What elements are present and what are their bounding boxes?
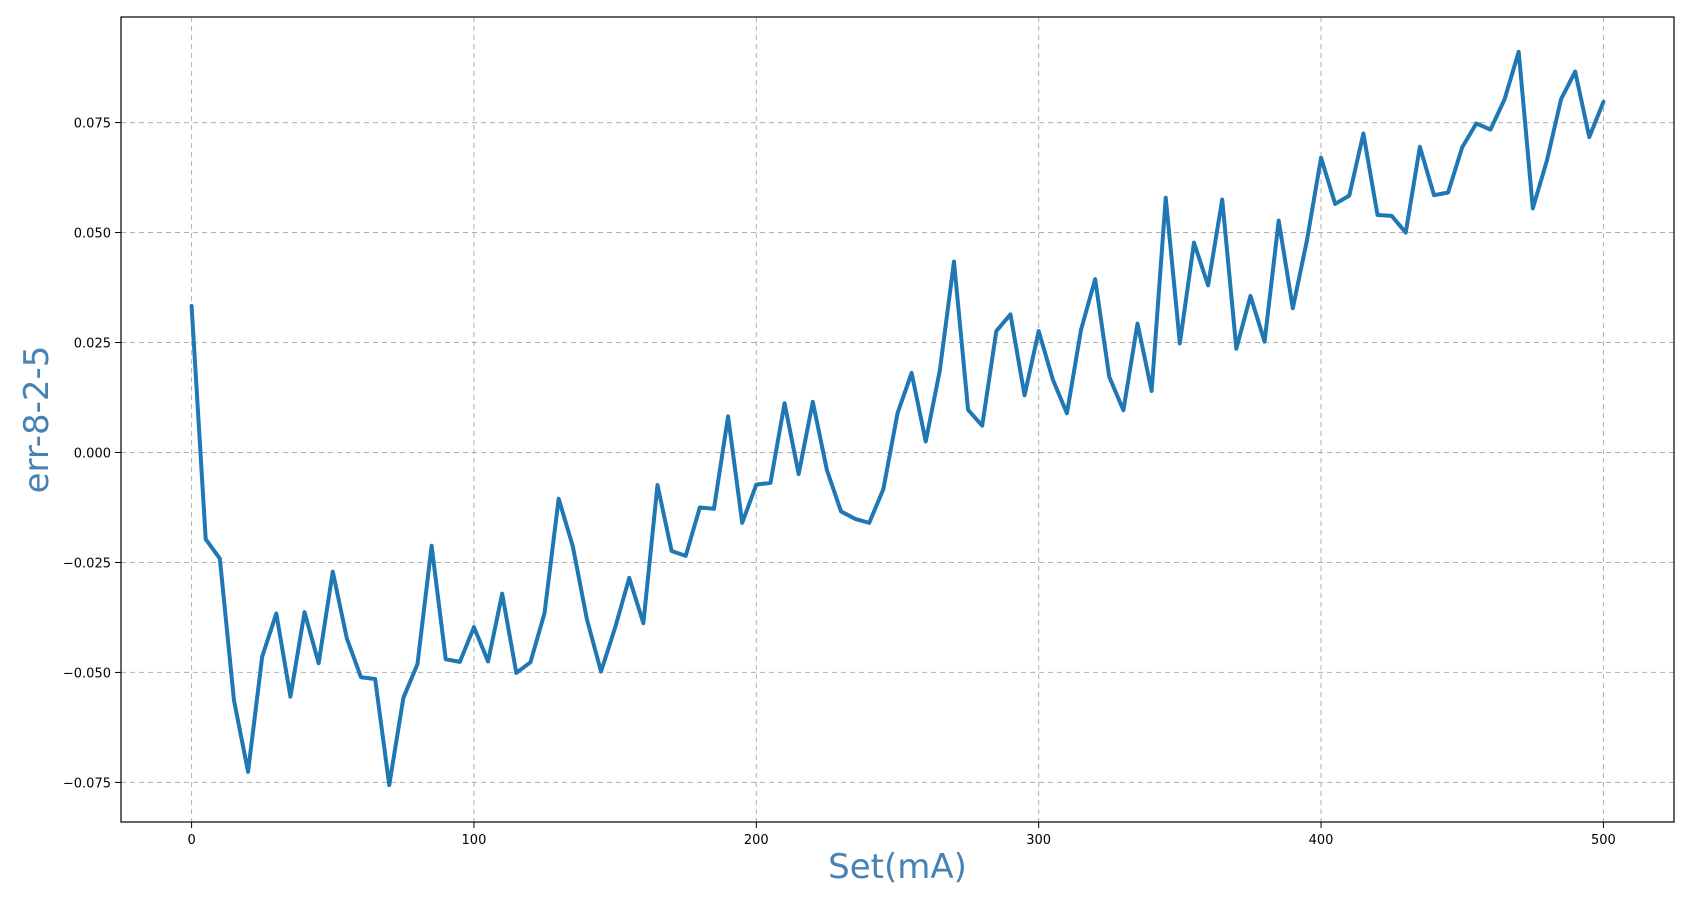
- y-tick-label: 0.075: [74, 117, 111, 132]
- y-tick-label: −0.075: [63, 776, 111, 791]
- grid: [121, 17, 1674, 822]
- y-axis-ticks: −0.075 −0.050 −0.025 0.000 0.025 0.050 0.075: [63, 117, 121, 791]
- x-tick-label: 300: [1026, 833, 1051, 848]
- x-tick-label: 0: [187, 833, 195, 848]
- series-line-0: [189, 49, 1606, 788]
- y-tick-label: 0.050: [74, 227, 111, 242]
- y-tick-label: −0.050: [63, 666, 111, 681]
- x-axis-ticks: 0 100 200 300 400 500: [187, 822, 1616, 848]
- y-tick-label: 0.025: [74, 337, 111, 352]
- x-tick-label: 400: [1309, 833, 1334, 848]
- x-tick-label: 200: [744, 833, 769, 848]
- x-axis-label: Set(mA): [828, 847, 967, 887]
- y-axis-label: err-8-2-5: [17, 346, 57, 494]
- x-tick-label: 500: [1591, 833, 1616, 848]
- series-layer: [189, 49, 1606, 788]
- plot-frame: [120, 16, 1675, 823]
- x-tick-label: 100: [462, 833, 487, 848]
- y-tick-label: 0.000: [74, 446, 111, 461]
- y-tick-label: −0.025: [63, 556, 111, 571]
